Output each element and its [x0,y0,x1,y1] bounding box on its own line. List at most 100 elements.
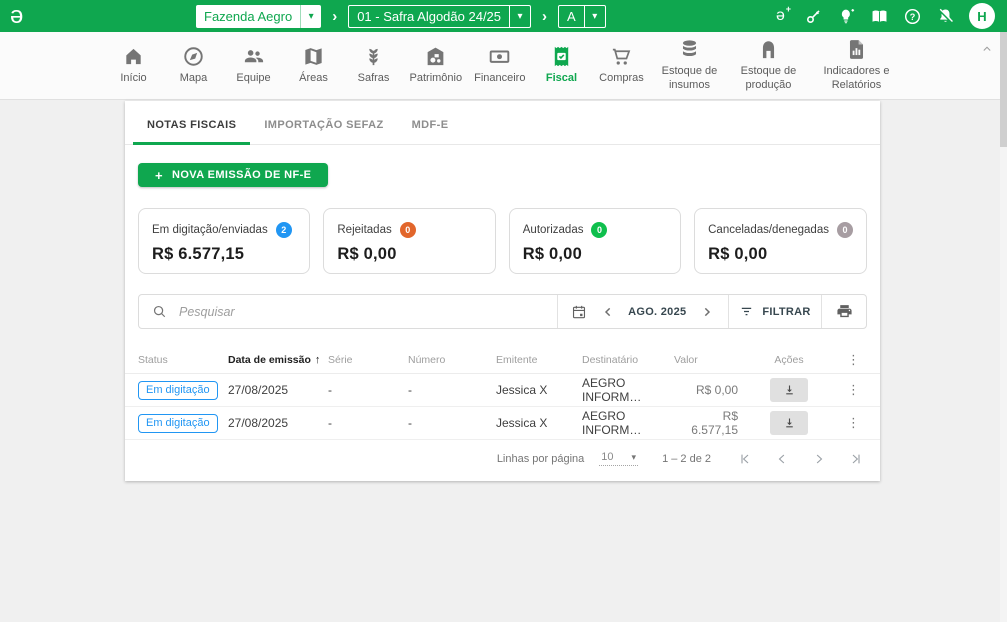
table-row[interactable]: Em digitação 27/08/2025 - - Jessica X AE… [125,407,880,440]
nav-item-patrimonio[interactable]: Patrimônio [405,43,468,88]
status-badge[interactable]: Em digitação [138,380,218,400]
summary-cards: Em digitação/enviadas 2 R$ 6.577,15 Reje… [138,208,867,274]
download-button[interactable] [770,411,808,435]
download-icon [785,385,793,394]
farm-select-value: Fazenda Aegro [204,8,293,24]
count-badge: 0 [399,222,416,238]
prev-page-button[interactable] [774,451,790,467]
caret-down-icon: ▾ [300,4,321,28]
first-page-button[interactable] [737,451,753,467]
list-toolbar: AGO. 2025 FILTRAR [138,294,867,329]
nav-item-areas[interactable]: Áreas [285,43,343,88]
nav-item-estoque-producao[interactable]: Estoque de produção [728,36,808,95]
farm-select[interactable]: Fazenda Aegro ▾ [196,4,322,28]
tab-mdf-e[interactable]: MDF-E [411,119,449,131]
filter-button-label: FILTRAR [762,305,811,318]
nav-item-label: Equipe [236,72,271,85]
col-label: Data de emissão [228,353,311,366]
nav-item-financeiro[interactable]: Financeiro [469,43,530,88]
status-badge[interactable]: Em digitação [138,413,218,433]
prev-month-button[interactable] [600,304,616,320]
col-status[interactable]: Status [138,353,168,366]
harvest-select-value: 01 - Safra Algodão 24/25 [357,8,502,24]
filter-icon [742,307,752,316]
avatar[interactable]: H [969,3,995,29]
nav-item-label: Áreas [299,72,328,85]
home-icon [126,48,141,65]
table-row[interactable]: Em digitação 27/08/2025 - - Jessica X AE… [125,374,880,407]
divider [728,295,729,328]
search-input[interactable] [177,303,545,320]
col-serie[interactable]: Série [328,353,353,366]
col-emitente[interactable]: Emitente [496,353,538,366]
last-page-button[interactable] [848,451,864,467]
help-button[interactable]: ? [903,7,922,26]
summary-card-value: R$ 6.577,15 [152,245,245,263]
key-button[interactable] [804,7,823,26]
nav-item-estoque-insumos[interactable]: Estoque de insumos [652,36,726,95]
nav-item-equipe[interactable]: Equipe [225,43,283,88]
nav-item-label: Mapa [179,72,208,85]
nav-item-safras[interactable]: Safras [345,43,403,88]
nav-item-inicio[interactable]: Início [105,43,163,88]
whats-new-button[interactable] [837,7,856,26]
summary-card-autorizadas[interactable]: Autorizadas 0 R$ 0,00 [508,208,682,274]
bell-off-icon [938,8,953,23]
chevron-up-icon [983,46,991,51]
print-button[interactable] [822,295,866,328]
next-page-button[interactable] [811,451,827,467]
row-menu-icon[interactable]: ⋮ [847,415,860,430]
nav-item-indicadores[interactable]: Indicadores e Relatórios [810,36,902,95]
summary-card-em-digitacao[interactable]: Em digitação/enviadas 2 R$ 6.577,15 [138,208,311,274]
harvest-select[interactable]: 01 - Safra Algodão 24/25 ▾ [348,4,532,28]
summary-card-value: R$ 0,00 [522,245,582,263]
filter-button[interactable]: FILTRAR [729,295,821,328]
field-select[interactable]: A ▾ [558,4,606,28]
cell-valor: R$ 6.577,15 [691,409,738,437]
plus-icon: + [155,167,163,183]
nav-item-compras[interactable]: Compras [592,43,650,88]
rows-per-page-label: Linhas por página [496,452,585,465]
barn-icon [427,47,444,66]
next-month-button[interactable] [699,304,715,320]
count-badge: 2 [275,222,292,238]
report-icon [849,40,863,60]
page-range-label: 1 – 2 de 2 [662,452,711,465]
tab-notas-fiscais[interactable]: NOTAS FISCAIS [133,119,251,145]
chevron-right-icon: › [332,7,338,25]
tab-importacao-sefaz[interactable]: IMPORTAÇÃO SEFAZ [264,119,384,131]
rows-per-page-select[interactable]: 10 ▾ [599,451,639,466]
knowledge-base-button[interactable] [870,7,889,26]
new-nfe-button[interactable]: + NOVA EMISSÃO DE NF-E [138,163,329,187]
page-body: NOTAS FISCAIS IMPORTAÇÃO SEFAZ MDF-E + N… [0,100,1007,622]
nav-item-label: Fiscal [545,72,578,85]
scrollbar-track[interactable] [1000,32,1007,622]
search-icon [153,305,166,318]
col-data-emissao[interactable]: Data de emissão ↑ [228,354,328,366]
collapse-nav-button[interactable] [980,42,994,61]
caret-down-icon: ▾ [631,451,637,462]
summary-card-canceladas[interactable]: Canceladas/denegadas 0 R$ 0,00 [694,208,867,274]
scrollbar-thumb[interactable] [1000,32,1007,147]
period-label[interactable]: AGO. 2025 [628,305,687,318]
col-destinatario[interactable]: Destinatário [582,353,639,366]
count-badge: 0 [591,222,608,238]
download-button[interactable] [770,378,808,402]
nav-item-mapa[interactable]: Mapa [165,43,223,88]
new-nfe-button-label: NOVA EMISSÃO DE NF-E [172,169,312,181]
nav-item-fiscal[interactable]: Fiscal [532,43,590,88]
cell-destinatario: AEGRO INFORM… [582,409,642,437]
caret-down-icon: ▾ [509,5,530,27]
add-farm-icon: ǝ [776,7,785,24]
col-numero[interactable]: Número [408,353,446,366]
notifications-off-button[interactable] [936,7,955,26]
row-menu-icon[interactable]: ⋮ [847,382,860,397]
add-farm-button[interactable]: ǝ + [771,3,791,26]
col-acoes: Ações [774,353,804,366]
columns-menu-icon[interactable]: ⋮ [847,351,860,367]
col-valor[interactable]: Valor [674,353,698,366]
summary-card-rejeitadas[interactable]: Rejeitadas 0 R$ 0,00 [323,208,496,274]
plus-icon: + [785,3,791,14]
cell-numero: - [408,383,412,397]
calendar-icon[interactable] [571,304,587,320]
